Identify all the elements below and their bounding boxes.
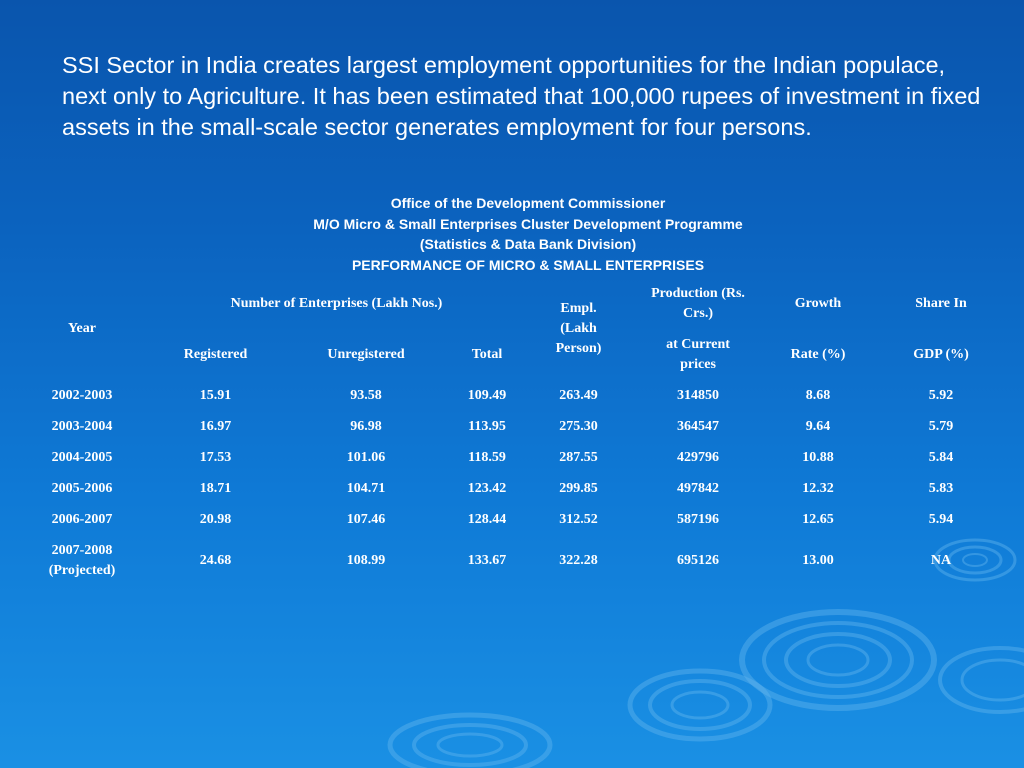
header-production: Production (Rs. Crs.) <box>632 278 764 330</box>
heading-performance-title: PERFORMANCE OF MICRO & SMALL ENTERPRISES <box>351 256 705 273</box>
cell-share: 5.84 <box>928 449 954 465</box>
cell-total: 133.67 <box>467 553 507 568</box>
cell-share: 5.79 <box>928 418 954 434</box>
cell-share: NA <box>930 553 952 568</box>
header-total: Total <box>471 347 503 362</box>
cell-total: 123.42 <box>467 480 507 496</box>
cell-registered: 16.97 <box>199 418 232 434</box>
cell-year: 2005-2006 <box>51 480 113 496</box>
table-row: 2004-2005 17.53 101.06 118.59 287.55 429796 10… <box>16 442 1010 473</box>
cell-unregistered: 93.58 <box>350 387 382 403</box>
cell-total: 118.59 <box>468 449 506 465</box>
table-header-row: Year Number of Enterprises (Lakh Nos.) E… <box>16 278 1010 356</box>
cell-growth: 8.68 <box>805 387 831 403</box>
cell-unregistered: 101.06 <box>346 449 386 465</box>
cell-registered: 17.53 <box>199 449 232 465</box>
cell-share: 5.83 <box>928 480 954 496</box>
cell-empl: 322.28 <box>559 553 598 568</box>
cell-growth: 10.88 <box>802 449 834 465</box>
cell-unregistered: 107.46 <box>346 511 386 527</box>
header-growth-rate: Rate (%) <box>790 347 846 362</box>
header-growth: Growth <box>794 296 842 311</box>
cell-production: 429796 <box>677 449 720 465</box>
cell-registered: 18.71 <box>199 480 232 496</box>
cell-total: 109.49 <box>467 387 507 403</box>
year-range: 2007-2008 <box>51 543 113 558</box>
cell-share: 5.92 <box>928 387 954 403</box>
cell-registered: 15.91 <box>199 387 232 403</box>
header-production-text: Production (Rs. Crs.) <box>651 286 745 321</box>
cell-year: 2004-2005 <box>51 449 113 465</box>
intro-paragraph: SSI Sector in India creates largest empl… <box>62 52 981 140</box>
year-note: (Projected) <box>48 563 116 578</box>
cell-empl: 275.30 <box>559 418 598 434</box>
cell-growth: 12.65 <box>802 511 834 527</box>
cell-registered: 24.68 <box>199 553 232 568</box>
cell-empl: 312.52 <box>559 511 598 527</box>
cell-empl: 263.49 <box>559 387 598 403</box>
header-enterprises-group: Number of Enterprises (Lakh Nos.) <box>230 296 443 311</box>
cell-year: 2002-2003 <box>51 387 113 403</box>
header-share-gdp: GDP (%) <box>913 347 969 362</box>
cell-production: 587196 <box>677 511 720 527</box>
header-share: Share In <box>915 296 967 311</box>
table-row: 2002-2003 15.91 93.58 109.49 263.49 314850 8.6… <box>16 380 1010 411</box>
header-production-prices-text: at Current prices <box>666 337 730 372</box>
cell-year: 2007-2008 (Projected) <box>16 535 148 587</box>
header-empl-text: Empl. (Lakh Person) <box>555 301 602 356</box>
cell-year: 2006-2007 <box>51 511 113 527</box>
table-row: 2006-2007 20.98 107.46 128.44 312.52 587196 12… <box>16 504 1010 535</box>
cell-production: 314850 <box>677 387 720 403</box>
cell-year: 2003-2004 <box>51 418 113 434</box>
cell-production: 364547 <box>677 418 720 434</box>
cell-production: 497842 <box>677 480 720 496</box>
cell-empl: 287.55 <box>559 449 598 465</box>
heading-office: Office of the Development Commissioner <box>390 195 666 211</box>
performance-table: Year Number of Enterprises (Lakh Nos.) E… <box>16 278 1010 587</box>
header-empl: Empl. (Lakh Person) <box>525 278 632 380</box>
heading-ministry: M/O Micro & Small Enterprises Cluster De… <box>313 215 743 232</box>
heading-division: (Statistics & Data Bank Division) <box>419 236 637 252</box>
cell-empl: 299.85 <box>559 480 598 496</box>
header-registered: Registered <box>183 347 248 362</box>
cell-unregistered: 96.98 <box>350 418 382 434</box>
cell-growth: 9.64 <box>805 418 831 434</box>
cell-total: 128.44 <box>467 511 507 527</box>
cell-total: 113.95 <box>468 418 506 434</box>
cell-unregistered: 108.99 <box>346 553 386 568</box>
cell-share: 5.94 <box>928 511 954 527</box>
header-production-prices: at Current prices <box>632 330 764 380</box>
cell-unregistered: 104.71 <box>346 480 386 496</box>
table-row: 2007-2008 (Projected) 24.68 108.99 133.67 322… <box>16 535 1010 587</box>
header-unregistered: Unregistered <box>327 347 405 362</box>
cell-production: 695126 <box>677 553 720 568</box>
table-heading: Office of the Development Commissioner M… <box>0 193 1024 275</box>
header-year: Year <box>68 321 96 336</box>
table-subheader-row: Registered Unregistered Total at Current… <box>16 330 1010 380</box>
cell-registered: 20.98 <box>199 511 232 527</box>
cell-growth: 13.00 <box>802 553 834 568</box>
table-row: 2003-2004 16.97 96.98 113.95 275.30 364547 9.6… <box>16 411 1010 442</box>
cell-growth: 12.32 <box>802 480 834 496</box>
table-row: 2005-2006 18.71 104.71 123.42 299.85 497842 12… <box>16 473 1010 504</box>
